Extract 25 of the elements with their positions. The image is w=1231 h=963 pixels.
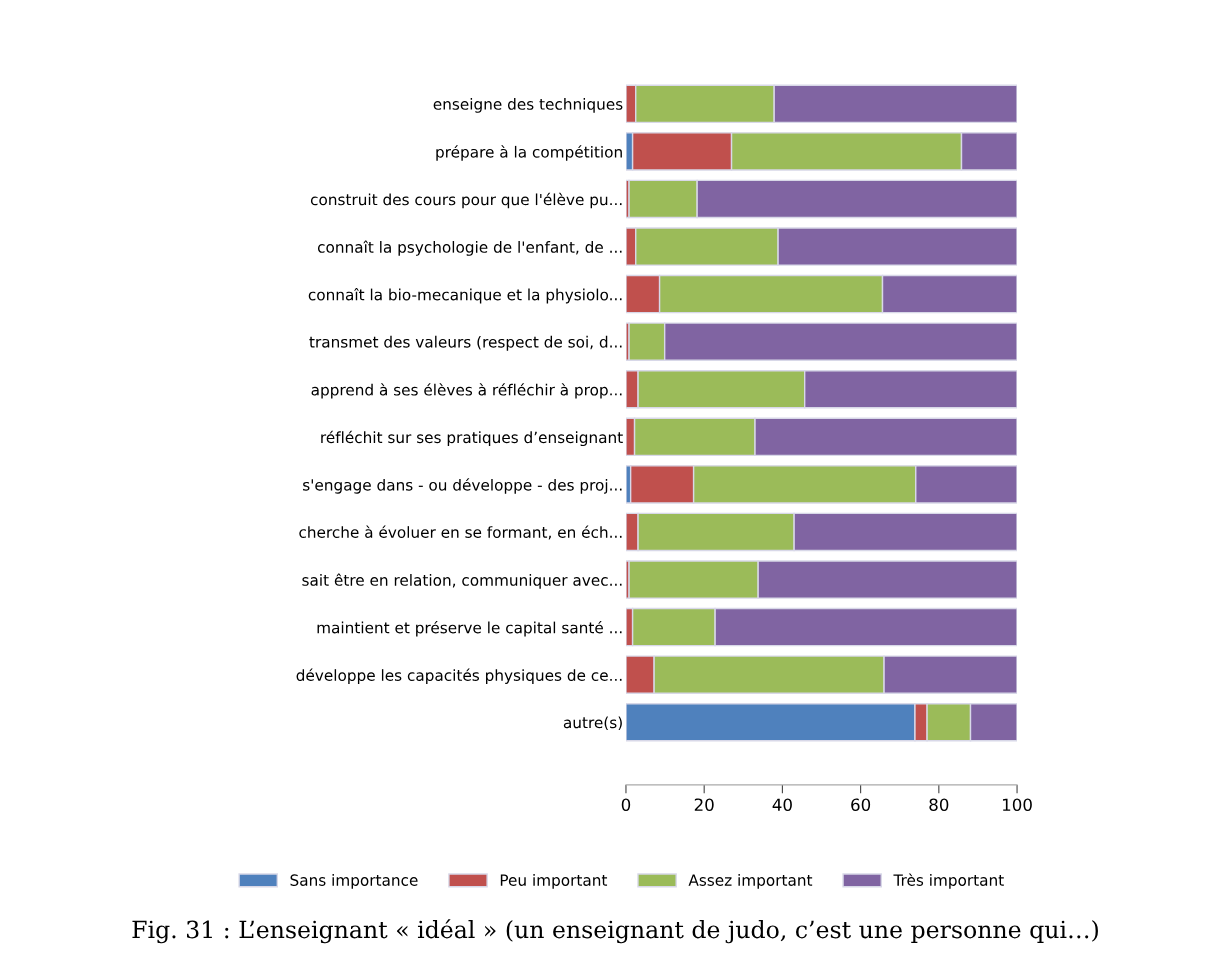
- legend-label: Très important: [893, 873, 1004, 889]
- y-tick-label: prépare à la compétition: [436, 145, 622, 161]
- y-tick-label: s'engage dans - ou développe - des proj...: [303, 478, 622, 494]
- y-tick-label: autre(s): [563, 716, 622, 731]
- y-tick-label: apprend à ses élèves à réfléchir à prop...: [311, 383, 622, 399]
- x-tick-label: 80: [929, 798, 949, 812]
- x-tick-label: 40: [772, 798, 792, 812]
- y-tick-label: connaît la bio-mecanique et la physiolo...: [308, 287, 622, 304]
- legend-label: Assez important: [688, 874, 813, 889]
- y-tick-label: sait être en relation, communiquer avec...: [302, 573, 622, 589]
- x-tick-label: 60: [851, 798, 871, 812]
- y-tick-label: maintient et préserve le capital santé ...: [317, 621, 622, 637]
- y-tick-label: transmet des valeurs (respect de soi, d...: [309, 335, 622, 351]
- y-tick-label: enseigne des techniques: [433, 98, 623, 113]
- legend-label: Sans importance: [290, 874, 418, 889]
- legend-label: Peu important: [500, 874, 608, 889]
- x-tick-label: 100: [1002, 798, 1032, 812]
- y-tick-label: construit des cours pour que l'élève pu...: [310, 192, 622, 209]
- x-tick-label: 0: [621, 798, 631, 812]
- x-tick-label: 20: [694, 798, 714, 812]
- y-tick-label: développe les capacités physiques de ce...: [296, 668, 622, 684]
- y-tick-label: cherche à évoluer en se formant, en éch...: [299, 525, 622, 540]
- caption: Fig. 31 : L’enseignant « idéal » (un enseignant de judo, c’est une personne qui…): [132, 919, 1098, 944]
- y-tick-label: connaît la psychologie de l'enfant, de ...: [317, 240, 622, 256]
- y-tick-label: réfléchit sur ses pratiques d’enseignant: [321, 430, 623, 447]
